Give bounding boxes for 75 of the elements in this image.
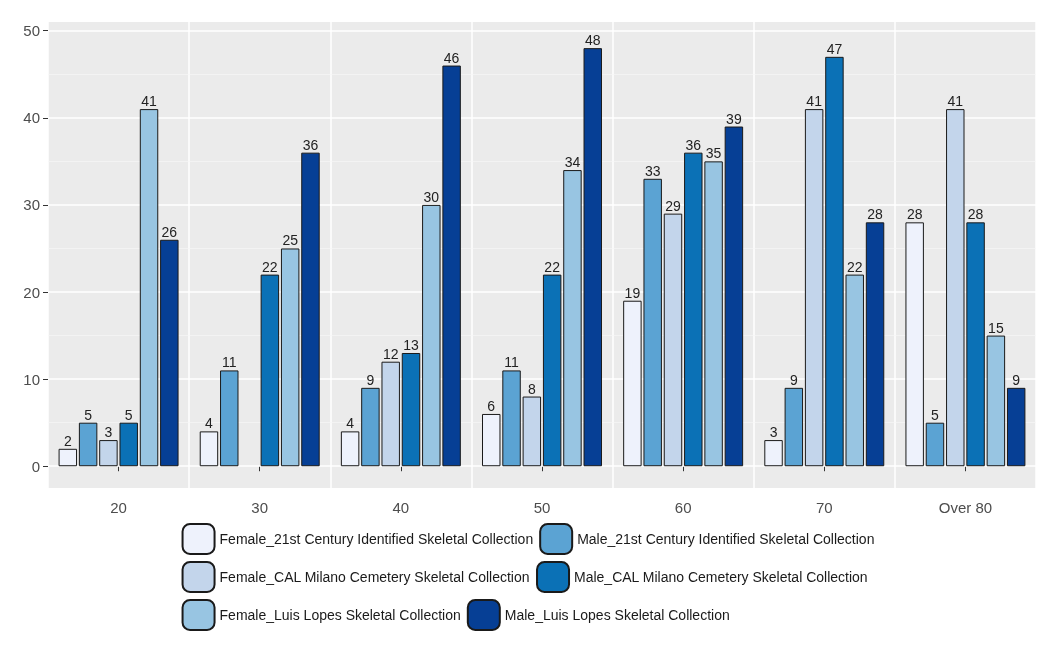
data-label: 30 — [423, 188, 440, 205]
data-label: 41 — [806, 93, 823, 110]
data-label: 5 — [124, 406, 133, 423]
legend-label: Male_21st Century Identified Skeletal Collection — [577, 531, 875, 547]
bar — [340, 431, 360, 467]
data-label: 11 — [504, 354, 520, 371]
bar — [865, 222, 885, 467]
data-label: 34 — [564, 154, 581, 171]
bar — [1006, 387, 1026, 467]
y-tick-label: 10 — [23, 370, 40, 388]
data-label: 9 — [1012, 371, 1021, 388]
bar — [139, 109, 159, 467]
data-label: 4 — [205, 415, 214, 432]
data-label: 33 — [644, 162, 661, 179]
data-label: 41 — [947, 93, 964, 110]
data-label: 47 — [826, 40, 843, 57]
legend-label: Male_Luis Lopes Skeletal Collection — [504, 607, 730, 623]
legend-label: Female_CAL Milano Cemetery Skeletal Collection — [219, 569, 530, 585]
x-tick-label: 50 — [533, 499, 551, 516]
bar — [401, 352, 421, 467]
data-label: 22 — [544, 258, 561, 275]
data-label: 28 — [906, 206, 923, 223]
legend-label: Female_Luis Lopes Skeletal Collection — [219, 607, 461, 623]
data-label: 5 — [84, 406, 93, 423]
bar — [58, 448, 78, 467]
data-label: 12 — [382, 345, 399, 362]
x-tick-label: 20 — [110, 499, 127, 516]
data-label: 9 — [366, 371, 375, 388]
data-label: 41 — [141, 93, 158, 110]
x-tick-label: 60 — [674, 499, 692, 516]
data-label: 28 — [967, 206, 984, 223]
data-label: 22 — [262, 258, 278, 275]
data-label: 2 — [63, 432, 72, 449]
bar — [220, 370, 239, 467]
data-label: 9 — [789, 371, 798, 388]
y-tick-label: 20 — [23, 283, 40, 301]
bar — [160, 239, 179, 467]
y-tick-label: 40 — [23, 109, 40, 127]
data-label: 26 — [161, 223, 178, 240]
bar — [199, 431, 219, 467]
data-label: 4 — [346, 415, 355, 432]
data-label: 3 — [104, 424, 113, 441]
y-tick-label: 0 — [31, 457, 40, 475]
bar — [260, 274, 280, 467]
data-label: 36 — [302, 136, 319, 153]
bar — [986, 335, 1006, 467]
data-label: 5 — [931, 406, 940, 423]
data-label: 25 — [282, 232, 299, 249]
data-label: 46 — [443, 49, 460, 66]
legend-label: Female_21st Century Identified Skeletal Collection — [219, 531, 534, 547]
bar — [724, 126, 744, 467]
data-label: 8 — [527, 380, 536, 397]
bar — [925, 422, 945, 467]
y-tick-label: 30 — [23, 196, 40, 214]
data-label: 11 — [221, 354, 237, 371]
legend-label: Male_CAL Milano Cemetery Skeletal Collection — [574, 569, 868, 585]
data-label: 15 — [988, 319, 1004, 336]
data-label: 3 — [769, 424, 778, 441]
data-label: 36 — [685, 136, 702, 153]
bar — [78, 422, 98, 467]
data-label: 28 — [867, 206, 884, 223]
x-tick-label: 40 — [392, 499, 410, 516]
y-tick-label: 50 — [23, 22, 40, 40]
x-tick-label: 30 — [251, 499, 269, 516]
x-tick-label: 70 — [815, 499, 833, 516]
bar — [663, 213, 683, 467]
data-label: 19 — [624, 284, 641, 301]
data-label: 29 — [665, 197, 681, 214]
x-tick-label: Over 80 — [938, 499, 993, 516]
data-label: 48 — [584, 32, 601, 49]
data-label: 22 — [846, 258, 863, 275]
data-label: 13 — [403, 336, 420, 353]
data-label: 6 — [487, 397, 496, 414]
data-label: 35 — [705, 145, 722, 162]
data-label: 39 — [726, 110, 742, 127]
